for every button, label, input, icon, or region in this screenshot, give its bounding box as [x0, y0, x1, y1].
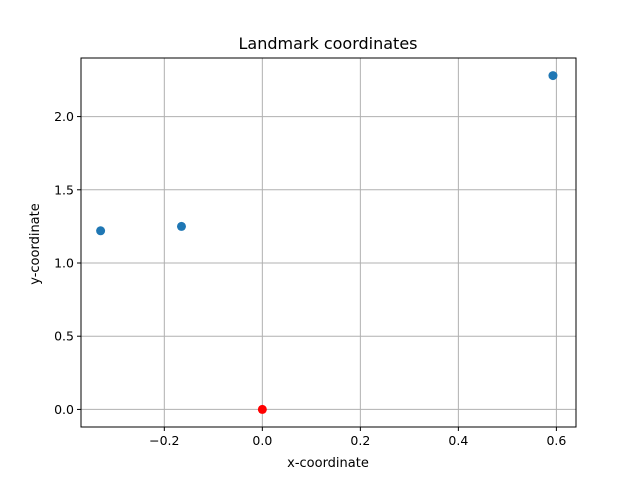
chart-title: Landmark coordinates	[238, 34, 417, 53]
x-tick-label: 0.2	[350, 433, 370, 448]
x-tick-label: 0.6	[546, 433, 566, 448]
y-tick-label: 2.0	[54, 109, 74, 124]
y-tick-label: 1.5	[54, 182, 74, 197]
x-tick-label: 0.4	[448, 433, 468, 448]
y-tick-label: 1.0	[54, 256, 74, 271]
y-tick-label: 0.5	[54, 329, 74, 344]
y-axis-ticks: 0.0 0.5 1.0 1.5 2.0	[54, 109, 81, 417]
y-axis-label: y-coordinate	[28, 203, 43, 285]
data-point	[257, 404, 267, 414]
x-axis-label: x-coordinate	[287, 456, 369, 471]
plot-frame	[80, 57, 577, 428]
data-point	[548, 71, 558, 81]
data-point	[96, 226, 106, 236]
grid	[81, 58, 576, 427]
x-tick-label: 0.0	[252, 433, 272, 448]
y-tick-label: 0.0	[54, 402, 74, 417]
data-points	[96, 71, 558, 414]
x-axis-ticks: −0.2 0.0 0.2 0.4 0.6	[149, 427, 566, 448]
x-tick-label: −0.2	[149, 433, 179, 448]
data-point	[176, 221, 186, 231]
